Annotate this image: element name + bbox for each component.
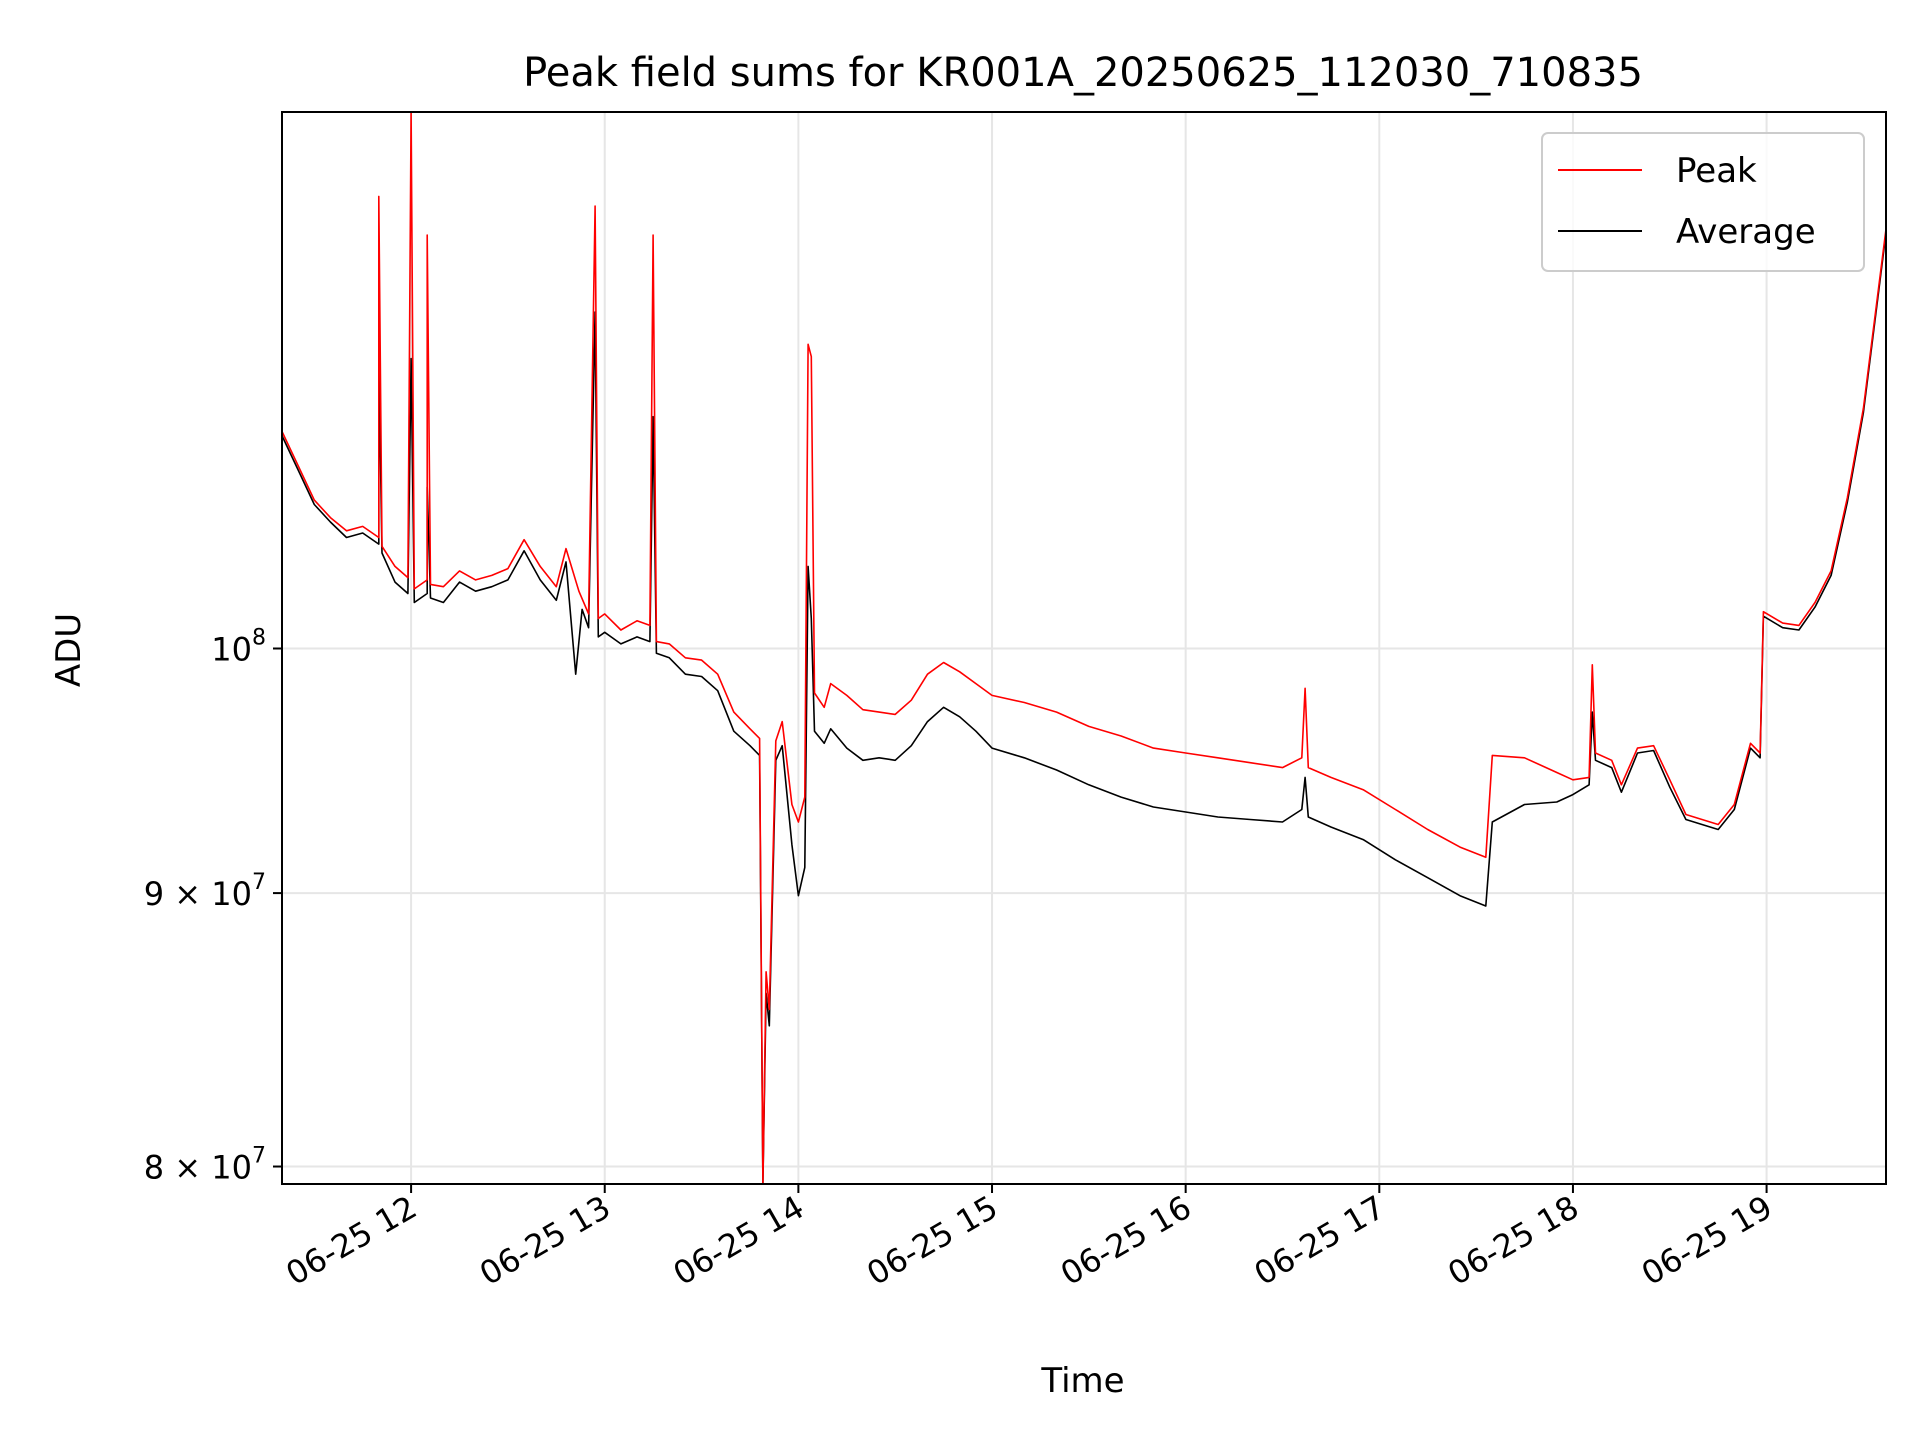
chart-title: Peak field sums for KR001A_20250625_1120… — [523, 50, 1643, 96]
y-tick-label: 8 × 107 — [144, 1144, 266, 1187]
legend: Peak Average — [1541, 132, 1865, 272]
legend-label-peak: Peak — [1676, 151, 1757, 191]
y-tick-label: 108 — [211, 626, 266, 669]
y-axis-label: ADU — [49, 613, 89, 687]
y-tick-label: 9 × 107 — [144, 870, 266, 913]
legend-box — [1541, 132, 1865, 272]
y-tick-base: 9 × 10 — [144, 875, 252, 913]
grid — [282, 112, 1886, 1184]
legend-label-average: Average — [1676, 212, 1816, 252]
y-tick-exponent: 8 — [252, 626, 266, 651]
y-tick-base: 8 × 10 — [144, 1149, 252, 1187]
series-layer — [282, 112, 1886, 1184]
series-line-peak — [282, 112, 1886, 1184]
y-tick-exponent: 7 — [252, 870, 266, 895]
y-tick-base: 10 — [211, 631, 252, 669]
x-axis-label: Time — [1040, 1361, 1124, 1401]
series-line-average — [282, 232, 1886, 1184]
y-tick-exponent: 7 — [252, 1144, 266, 1169]
